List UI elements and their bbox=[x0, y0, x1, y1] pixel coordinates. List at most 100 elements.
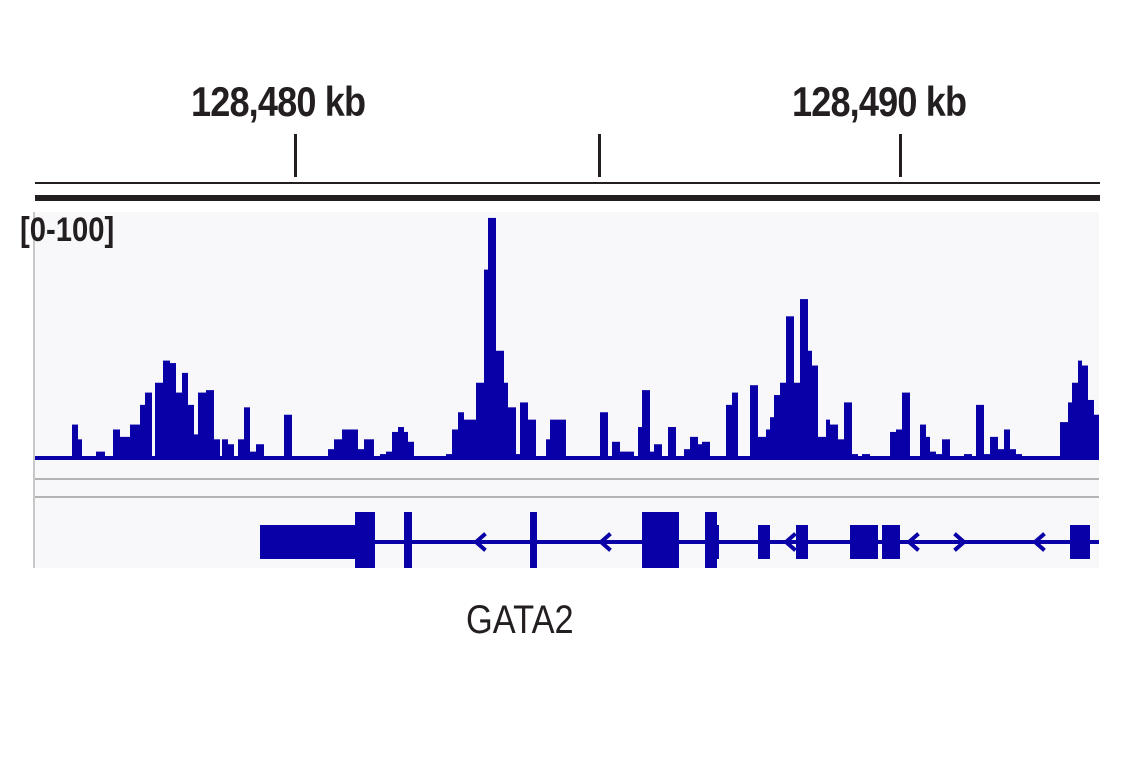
signal-bar bbox=[650, 451, 654, 459]
track-divider-1 bbox=[35, 478, 1099, 480]
signal-bar bbox=[310, 456, 318, 459]
signal-bar bbox=[182, 372, 188, 459]
signal-bar bbox=[528, 419, 536, 459]
signal-bar bbox=[1004, 429, 1010, 459]
ruler-line bbox=[35, 182, 1100, 184]
signal-bar bbox=[858, 456, 862, 459]
signal-bar bbox=[464, 419, 476, 459]
signal-bar bbox=[488, 217, 496, 459]
signal-bar bbox=[120, 436, 130, 459]
exon bbox=[850, 525, 878, 559]
signal-bar bbox=[398, 427, 404, 459]
signal-bar bbox=[408, 441, 414, 459]
signal-bar bbox=[334, 439, 342, 459]
signal-bar bbox=[113, 429, 120, 459]
signal-bar bbox=[964, 454, 972, 459]
signal-bar bbox=[668, 427, 676, 459]
signal-bar bbox=[130, 424, 140, 459]
ruler-bar bbox=[35, 195, 1100, 201]
signal-bar bbox=[170, 363, 176, 459]
signal-bar bbox=[1054, 456, 1060, 459]
signal-bar bbox=[228, 444, 234, 459]
signal-bar bbox=[256, 444, 264, 459]
strand-arrow-left-icon bbox=[1031, 532, 1046, 552]
signal-bar bbox=[176, 392, 182, 459]
signal-bar bbox=[78, 439, 82, 459]
spacer-left-border bbox=[33, 464, 35, 498]
signal-bar bbox=[342, 429, 358, 459]
signal-bar bbox=[244, 407, 250, 459]
ruler-tick-1 bbox=[294, 134, 297, 177]
signal-bar bbox=[458, 412, 464, 459]
signal-bar bbox=[1072, 382, 1078, 459]
signal-bar bbox=[766, 429, 770, 459]
exon bbox=[530, 512, 537, 568]
signal-bar bbox=[496, 350, 504, 459]
signal-bar bbox=[930, 451, 936, 459]
signal-bar bbox=[852, 454, 858, 459]
signal-bar bbox=[386, 451, 392, 459]
signal-bar bbox=[998, 449, 1004, 459]
signal-bar bbox=[808, 350, 812, 459]
exon bbox=[882, 525, 900, 559]
signal-bar bbox=[96, 451, 105, 459]
signal-bar bbox=[702, 441, 710, 459]
signal-bar bbox=[222, 439, 228, 459]
signal-bar bbox=[452, 429, 458, 459]
signal-bar bbox=[910, 456, 914, 459]
signal-bar bbox=[504, 382, 508, 459]
signal-bar bbox=[786, 316, 794, 459]
signal-bar bbox=[72, 424, 78, 459]
signal-bar bbox=[976, 404, 984, 459]
signal-bar bbox=[926, 436, 930, 459]
signal-bar bbox=[920, 424, 926, 459]
signal-bar bbox=[163, 360, 170, 459]
signal-bar bbox=[1078, 360, 1082, 459]
spacer-track bbox=[35, 464, 1099, 498]
signal-bar bbox=[250, 451, 256, 459]
gene-track-left-border bbox=[33, 498, 35, 568]
signal-bar bbox=[238, 439, 244, 459]
signal-bar bbox=[145, 392, 152, 459]
signal-bar bbox=[374, 456, 378, 459]
signal-bar bbox=[516, 454, 520, 459]
ruler-tick-3 bbox=[899, 134, 902, 177]
signal-bar bbox=[812, 365, 818, 459]
ruler-label-128490: 128,490 kb bbox=[792, 78, 967, 125]
signal-bar bbox=[484, 269, 488, 459]
strand-arrow-left-icon bbox=[782, 532, 797, 552]
exon bbox=[1070, 525, 1090, 559]
signal-bar bbox=[826, 419, 830, 459]
signal-bar bbox=[896, 429, 902, 459]
signal-bar bbox=[690, 436, 698, 459]
signal-bar bbox=[794, 382, 800, 459]
exon-3utr bbox=[260, 525, 356, 559]
signal-bar bbox=[870, 456, 878, 459]
gene-track-panel bbox=[35, 498, 1099, 568]
signal-bar bbox=[188, 404, 194, 459]
signal-bar bbox=[950, 456, 964, 459]
signal-bar bbox=[546, 439, 550, 459]
signal-bar bbox=[1082, 365, 1088, 459]
signal-bar bbox=[140, 404, 145, 459]
exon bbox=[796, 525, 808, 559]
strand-arrow-left-icon bbox=[905, 532, 920, 552]
signal-bar bbox=[1068, 402, 1072, 459]
signal-bar bbox=[698, 444, 702, 459]
signal-bar bbox=[862, 454, 870, 459]
signal-bar bbox=[638, 427, 642, 459]
signal-bar bbox=[620, 451, 634, 459]
signal-bar bbox=[758, 436, 766, 459]
signal-bar bbox=[818, 436, 826, 459]
strand-arrow-left-icon bbox=[472, 532, 487, 552]
strand-arrow-left-icon bbox=[597, 532, 612, 552]
exon bbox=[355, 512, 375, 568]
signal-bar bbox=[404, 431, 408, 459]
signal-bar bbox=[936, 454, 942, 459]
signal-bar bbox=[358, 449, 364, 459]
strand-arrow-right-icon bbox=[953, 532, 968, 552]
signal-bar bbox=[392, 431, 398, 459]
signal-bar bbox=[984, 454, 990, 459]
